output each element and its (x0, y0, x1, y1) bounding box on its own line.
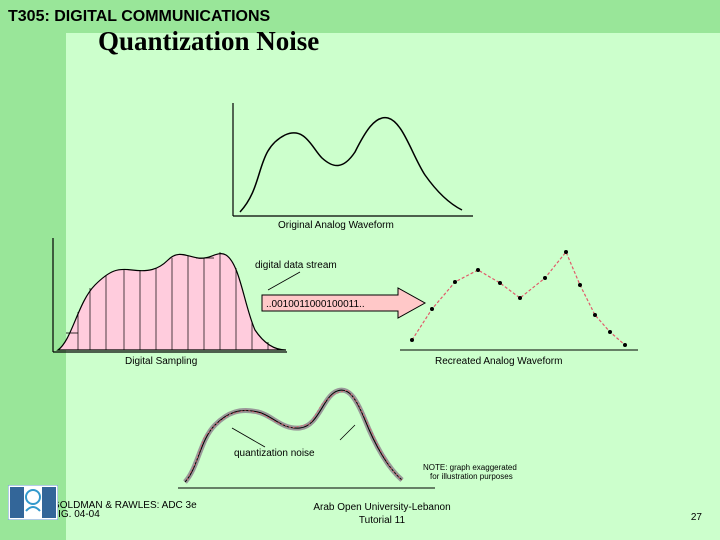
slide-title: Quantization Noise (98, 26, 320, 56)
digital-sampling-panel: Digital Sampling (52, 238, 287, 367)
header-bar (0, 0, 720, 33)
footer-university: Arab Open University-Lebanon (313, 502, 451, 513)
footer-tutorial: Tutorial 11 (358, 515, 406, 526)
recreated-point-5 (498, 281, 502, 285)
noise-pointer-left (231, 427, 266, 448)
quantization-noise-panel: quantization noise (178, 387, 435, 489)
noise-waveform-curve (184, 389, 403, 483)
recreated-point-4 (476, 268, 480, 272)
recreated-point-1 (410, 338, 414, 342)
recreated-waveform-panel: Recreated Analog Waveform (400, 250, 638, 367)
noise-band (183, 387, 404, 484)
recreated-point-6 (518, 296, 522, 300)
sampling-caption: Digital Sampling (125, 356, 197, 367)
recreated-point-3 (453, 280, 457, 284)
left-sidebar-bar (0, 33, 66, 540)
recreated-point-12 (623, 343, 627, 347)
recreated-point-2 (430, 307, 434, 311)
recreated-point-11 (608, 330, 612, 334)
page-number: 27 (690, 512, 702, 523)
credit-line-1: GOLDMAN & RAWLES: ADC 3e (52, 500, 197, 511)
recreated-point-8 (564, 250, 568, 254)
sample-lines (77, 252, 269, 350)
recreated-point-10 (593, 313, 597, 317)
data-stream-pointer (267, 271, 301, 291)
recreated-point-7 (543, 276, 547, 280)
data-stream-label: digital data stream (255, 260, 337, 271)
original-waveform-caption: Original Analog Waveform (278, 220, 394, 231)
recreated-waveform-line (411, 250, 626, 346)
original-waveform-panel: Original Analog Waveform (232, 103, 473, 231)
recreated-caption: Recreated Analog Waveform (435, 356, 562, 367)
credit-line-2: FIG. 04-04 (52, 509, 100, 520)
note-line-1: NOTE: graph exaggerated (423, 463, 517, 472)
original-waveform-curve (239, 117, 463, 213)
data-stream-arrow (261, 287, 427, 319)
university-logo (8, 485, 58, 520)
data-stream-group: digital data stream ..0010011000100011.. (255, 260, 427, 319)
noise-sampled-trace (186, 389, 403, 481)
footer-center: Arab Open University-Lebanon Tutorial 11 (292, 501, 472, 527)
recreated-sample-points (410, 250, 627, 347)
quantization-noise-label: quantization noise (234, 448, 315, 459)
noise-pointer-right (339, 424, 356, 441)
note-line-2: for illustration purposes (430, 472, 513, 481)
course-title: T305: DIGITAL COMMUNICATIONS (8, 8, 271, 25)
bitstream-text: ..0010011000100011.. (266, 299, 365, 310)
recreated-point-9 (578, 283, 582, 287)
